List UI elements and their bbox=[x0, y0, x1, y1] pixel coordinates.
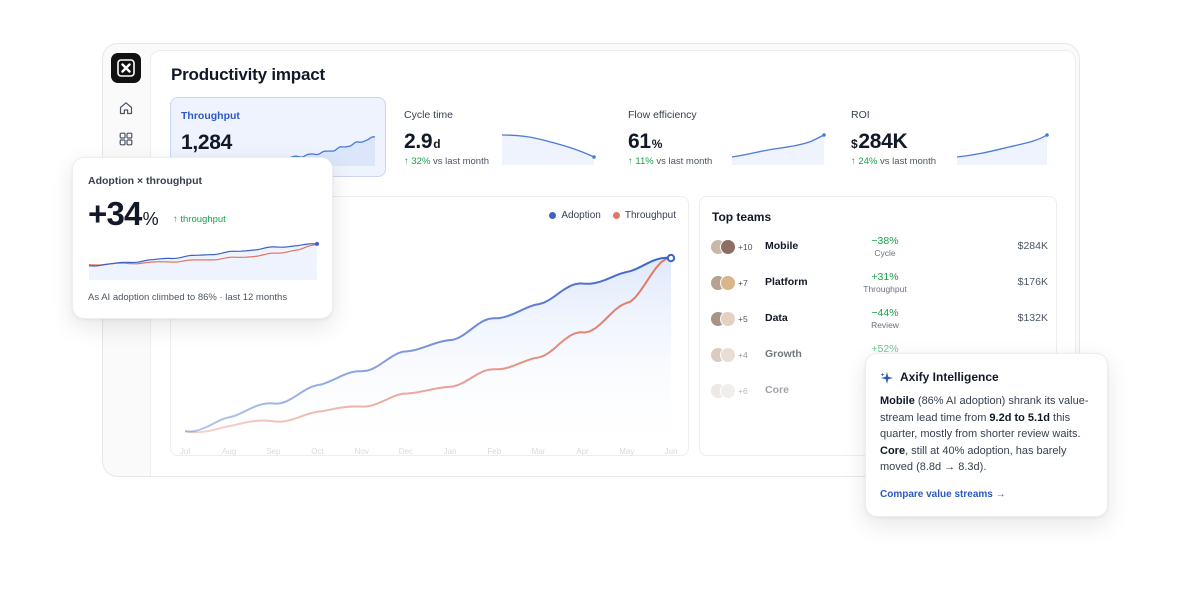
metric-change: ↑ 32% vs last month bbox=[404, 156, 490, 167]
x-tick-label: Sep bbox=[266, 447, 281, 456]
team-name: Platform bbox=[765, 276, 808, 288]
avatar bbox=[720, 239, 736, 255]
team-avatars bbox=[710, 383, 740, 399]
team-delta: −44% bbox=[871, 307, 899, 319]
sparkle-icon bbox=[880, 372, 893, 384]
arrow-right-icon: → bbox=[995, 489, 1006, 500]
team-avatars bbox=[710, 275, 740, 291]
metric-change: ↑ 11% vs last month bbox=[628, 156, 713, 167]
legend-label: Adoption bbox=[561, 210, 601, 221]
x-tick-label: Feb bbox=[487, 447, 502, 456]
card-title: Adoption × throughput bbox=[88, 175, 203, 187]
x-tick-label: Nov bbox=[354, 447, 369, 456]
series-line-throughput bbox=[184, 257, 672, 434]
metric-value: 1,284 bbox=[181, 131, 233, 154]
team-metric: Throughput bbox=[863, 284, 907, 294]
team-delta: −38% bbox=[871, 235, 899, 247]
ai-body: Mobile (86% AI adoption) shrank its valu… bbox=[880, 395, 1089, 473]
team-avatars bbox=[710, 347, 740, 363]
team-delta: +31% bbox=[871, 271, 899, 283]
member-count: +5 bbox=[738, 314, 748, 324]
axify-logo-icon[interactable] bbox=[111, 53, 141, 83]
x-tick-label: Oct bbox=[311, 447, 324, 456]
compare-value-streams-link[interactable]: Compare value streams → bbox=[880, 489, 1006, 500]
line-chart-svg bbox=[184, 253, 676, 455]
team-avatars bbox=[710, 311, 740, 327]
x-axis-ticks: Jul Aug Sep Oct Nov Dec Jan Feb Mar Apr May Jun bbox=[179, 447, 686, 459]
card-value: +34% bbox=[88, 195, 159, 232]
team-metric: Review bbox=[871, 320, 899, 330]
member-count: +6 bbox=[738, 386, 748, 396]
metric-cycle-time[interactable]: Cycle time 2.9d ↑ 32% vs last month bbox=[394, 97, 604, 177]
teams-title: Top teams bbox=[712, 210, 772, 224]
team-name: Core bbox=[765, 384, 789, 396]
avatar bbox=[720, 275, 736, 291]
x-tick-label: Mar bbox=[531, 447, 546, 456]
legend-label: Throughput bbox=[624, 210, 676, 221]
x-tick-label: Dec bbox=[398, 447, 414, 456]
series-line-adoption bbox=[184, 256, 672, 433]
legend-dot bbox=[549, 212, 557, 219]
legend-item-throughput[interactable]: Throughput bbox=[612, 210, 676, 221]
team-name: Data bbox=[765, 312, 788, 324]
metric-flow-efficiency[interactable]: Flow efficiency 61% ↑ 11% vs last month bbox=[618, 97, 828, 177]
member-count: +7 bbox=[738, 278, 748, 288]
page-title: Productivity impact bbox=[171, 65, 325, 84]
member-count: +10 bbox=[738, 242, 753, 252]
x-tick-label: Jul bbox=[179, 447, 191, 456]
team-name: Mobile bbox=[765, 240, 799, 252]
legend-item-adoption[interactable]: Adoption bbox=[549, 210, 601, 221]
team-name: Growth bbox=[765, 348, 802, 360]
metric-roi[interactable]: ROI $284K ↑ 24% vs last month bbox=[841, 97, 1056, 177]
team-row-platform[interactable]: +7 Platform +31% Throughput $176K bbox=[710, 269, 1048, 297]
sparkline bbox=[502, 134, 596, 165]
chart-legend: Adoption Throughput bbox=[549, 210, 676, 221]
sparkline bbox=[957, 133, 1049, 165]
x-tick-label: May bbox=[619, 447, 635, 456]
adoption-area bbox=[185, 257, 671, 455]
metric-label: Flow efficiency bbox=[628, 109, 697, 121]
x-tick-label: Jan bbox=[443, 447, 457, 456]
avatar bbox=[720, 347, 736, 363]
sparkline bbox=[732, 133, 826, 165]
ai-insight-card: Axify Intelligence Mobile (86% AI adopti… bbox=[865, 353, 1108, 517]
team-avatars bbox=[710, 239, 740, 255]
metric-value: 61% bbox=[628, 130, 663, 153]
metric-label: Cycle time bbox=[404, 109, 454, 121]
x-tick-label: Apr bbox=[576, 447, 589, 456]
mini-chart bbox=[88, 241, 319, 280]
legend-dot bbox=[612, 212, 620, 219]
team-row-growth[interactable]: +4 Growth +52% bbox=[710, 341, 1048, 369]
metric-label: Throughput bbox=[181, 110, 240, 122]
home-icon[interactable] bbox=[117, 99, 135, 117]
team-row-mobile[interactable]: +10 Mobile −38% Cycle $284K bbox=[710, 233, 1048, 261]
sidebar bbox=[103, 44, 150, 476]
team-value: $176K bbox=[1017, 276, 1048, 288]
team-row-data[interactable]: +5 Data −44% Review $132K bbox=[710, 305, 1048, 333]
ai-title: Axify Intelligence bbox=[900, 370, 999, 384]
adoption-throughput-card: Adoption × throughput +34% ↑ throughput … bbox=[72, 157, 333, 319]
team-metric: Cycle bbox=[874, 248, 896, 258]
member-count: +4 bbox=[738, 350, 748, 360]
metric-value: 2.9d bbox=[404, 130, 441, 153]
grid-icon[interactable] bbox=[117, 130, 135, 148]
data-point-adoption-last[interactable] bbox=[666, 253, 676, 263]
trend-tag: ↑ throughput bbox=[173, 214, 226, 225]
metric-value: $284K bbox=[851, 130, 908, 153]
metric-label: ROI bbox=[851, 109, 870, 121]
team-delta: +52% bbox=[871, 343, 899, 355]
avatar bbox=[720, 311, 736, 327]
team-value: $132K bbox=[1017, 312, 1048, 324]
team-value: $284K bbox=[1017, 240, 1048, 252]
x-tick-label: Aug bbox=[222, 447, 237, 456]
card-caption: As AI adoption climbed to 86% · last 12 … bbox=[88, 292, 288, 303]
avatar bbox=[720, 383, 736, 399]
metric-change: ↑ 24% vs last month bbox=[851, 156, 937, 167]
team-row-core[interactable]: +6 Core bbox=[710, 377, 1048, 405]
x-tick-label: Jun bbox=[664, 447, 678, 456]
